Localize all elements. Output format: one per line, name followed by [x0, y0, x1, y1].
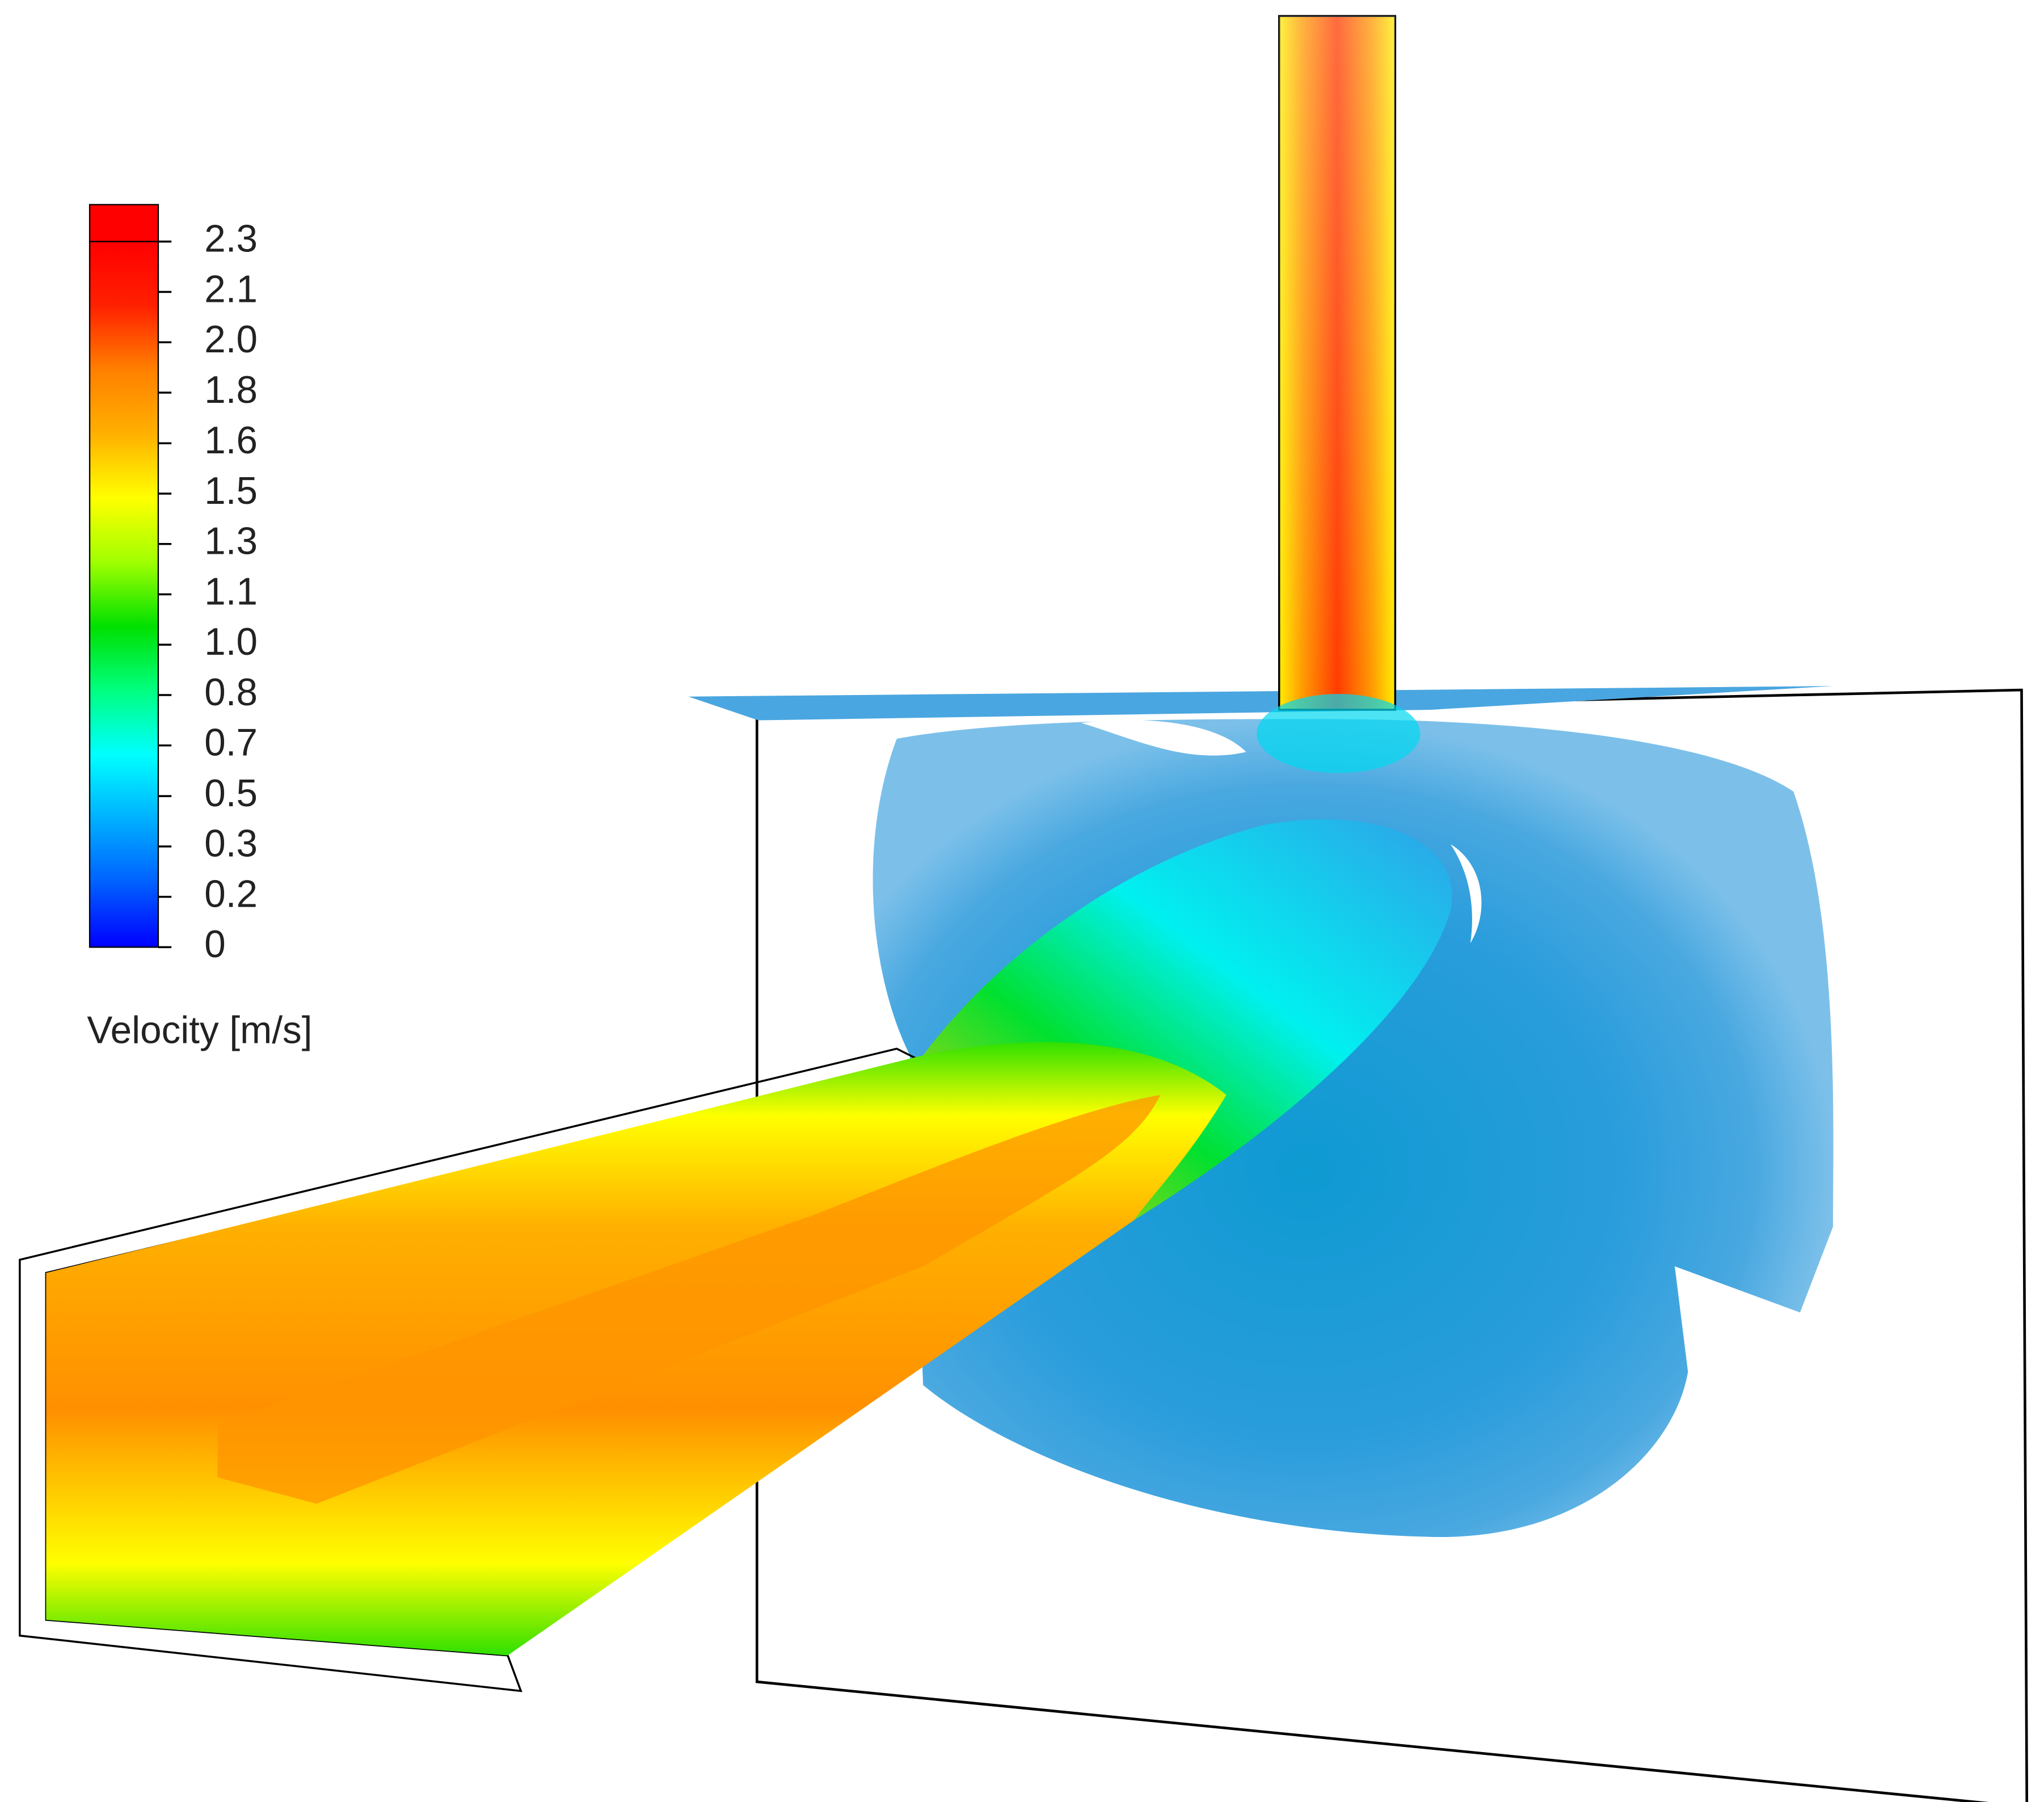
colorbar-label: Velocity [m/s]: [87, 1009, 312, 1051]
jet-core: [217, 1094, 1161, 1504]
pipe-outlet: [1257, 694, 1421, 773]
tick-label: 1.6: [204, 419, 258, 462]
colorbar-cap: [88, 204, 159, 242]
flow-gap: [1450, 844, 1482, 944]
pipe-shade: [1279, 16, 1396, 710]
tick-label: 2.0: [204, 318, 258, 361]
flow-gap: [1081, 720, 1246, 756]
tick-label: 1.8: [204, 369, 258, 411]
tick-label: 0.3: [204, 823, 258, 865]
tick-label: 0.8: [204, 671, 258, 714]
tick-label: 2.1: [204, 268, 258, 310]
tick-label: 1.3: [204, 520, 258, 563]
top-plate: [688, 686, 1834, 721]
colorbar: [88, 241, 159, 948]
tick-label: 1.5: [204, 470, 258, 512]
tick-label: 0.5: [204, 772, 258, 815]
tick-label: 2.3: [204, 218, 258, 260]
tick-label: 1.0: [204, 621, 258, 663]
tick-label: 0.7: [204, 722, 258, 764]
tick-label: 0.2: [204, 873, 258, 915]
tick-label: 1.1: [204, 570, 258, 613]
tick-label: 0: [204, 923, 226, 966]
